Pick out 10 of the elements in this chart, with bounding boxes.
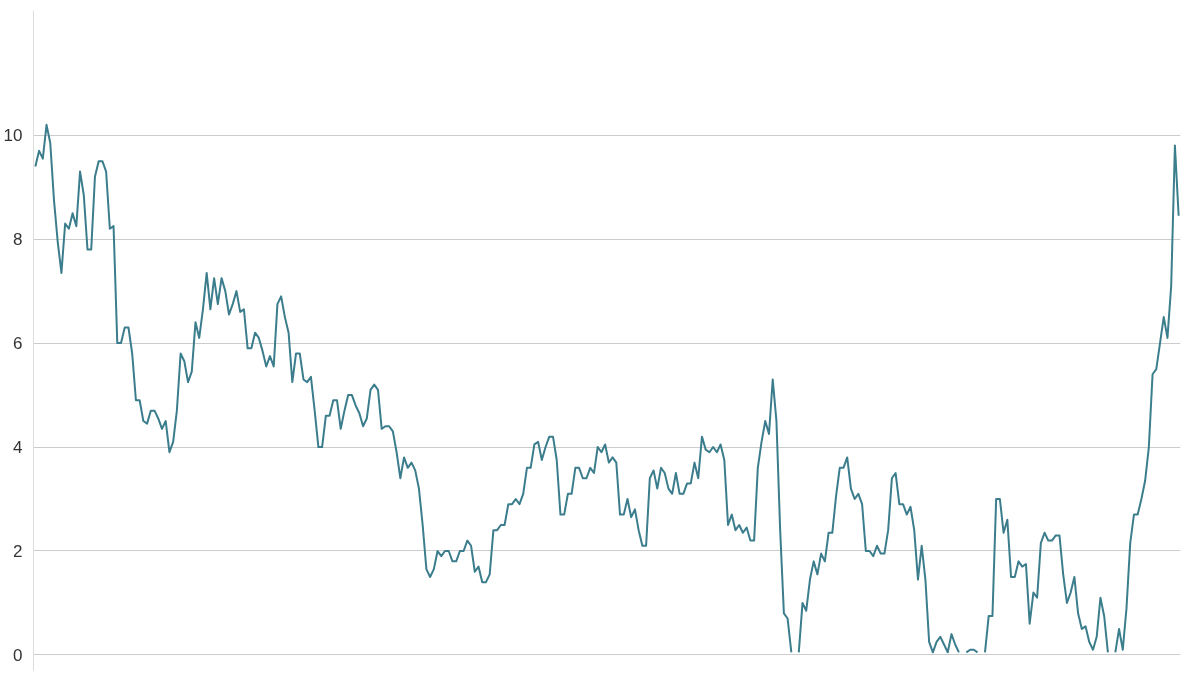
y-tick-label: 6: [13, 334, 23, 354]
y-tick-label: 8: [13, 230, 23, 250]
line-series: [983, 498, 1109, 654]
y-tick-label: 0: [13, 645, 23, 665]
line-series: [797, 456, 960, 654]
y-tick-label: 2: [13, 541, 23, 561]
line-series: [1114, 144, 1180, 654]
line-series: [34, 123, 793, 654]
y-tick-label: 10: [3, 126, 23, 146]
y-tick-label: 4: [13, 438, 23, 458]
